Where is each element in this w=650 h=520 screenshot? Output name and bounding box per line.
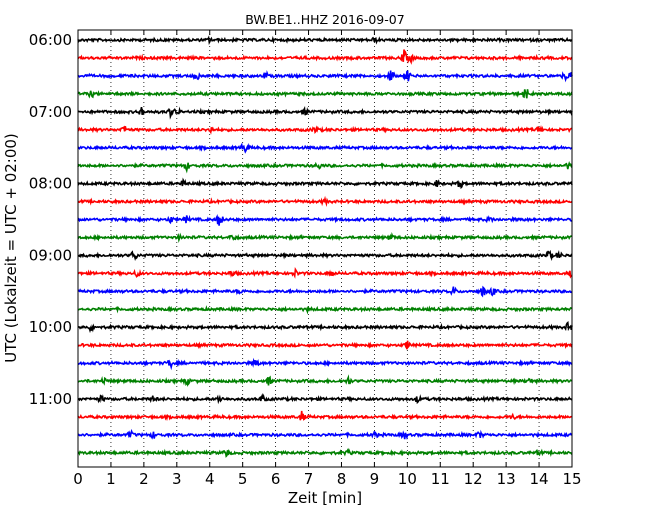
y-tick-label-2: 08:00 (29, 175, 72, 193)
x-tick-label-7: 7 (304, 470, 314, 488)
chart-title: BW.BE1..HHZ 2016-09-07 (245, 12, 404, 27)
y-tick-label-1: 07:00 (29, 103, 72, 121)
x-tick-label-5: 5 (238, 470, 248, 488)
y-axis-label: UTC (Lokalzeit = UTC + 02:00) (2, 133, 20, 363)
y-tick-label-3: 09:00 (29, 246, 72, 264)
x-tick-label-1: 1 (106, 470, 116, 488)
x-tick-label-12: 12 (464, 470, 483, 488)
x-tick-label-13: 13 (497, 470, 516, 488)
x-tick-label-3: 3 (172, 470, 182, 488)
x-tick-label-2: 2 (139, 470, 149, 488)
x-tick-label-11: 11 (431, 470, 450, 488)
x-tick-label-8: 8 (337, 470, 347, 488)
x-tick-label-6: 6 (271, 470, 281, 488)
x-tick-label-10: 10 (398, 470, 417, 488)
x-tick-label-15: 15 (562, 470, 581, 488)
x-axis-label: Zeit [min] (288, 489, 362, 507)
y-tick-label-0: 06:00 (29, 31, 72, 49)
x-tick-label-14: 14 (530, 470, 549, 488)
x-tick-label-9: 9 (370, 470, 380, 488)
x-tick-label-4: 4 (205, 470, 215, 488)
y-tick-label-5: 11:00 (29, 390, 72, 408)
x-tick-label-0: 0 (73, 470, 83, 488)
y-tick-label-4: 10:00 (29, 318, 72, 336)
